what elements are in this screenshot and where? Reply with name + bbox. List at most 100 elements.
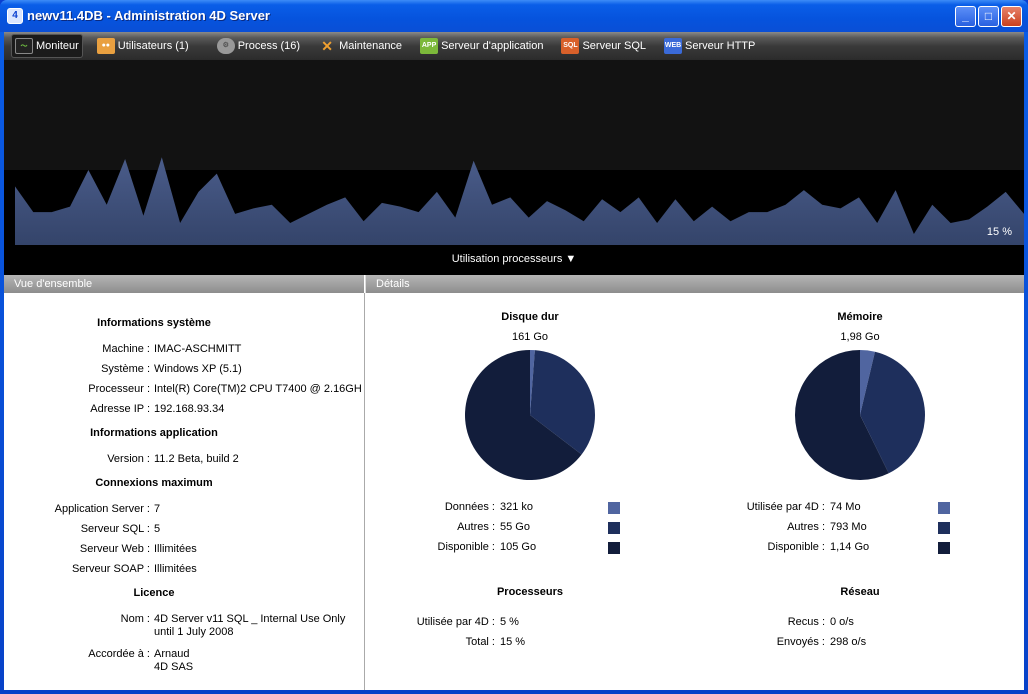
tab-label: Maintenance bbox=[339, 40, 403, 52]
pie-slice bbox=[530, 350, 595, 455]
cpu-graph: 15 % Utilisation processeurs ▼ bbox=[4, 60, 1024, 275]
info-label: Serveur Web : bbox=[79, 543, 150, 555]
info-label: Version : bbox=[107, 453, 150, 465]
http-server-icon: WEB bbox=[664, 38, 683, 55]
tab-label: Serveur SQL bbox=[582, 40, 647, 52]
info-label: Nom : bbox=[120, 613, 150, 625]
maximize-button[interactable]: □ bbox=[978, 6, 999, 27]
info-label: Application Server : bbox=[54, 503, 150, 515]
tab-serveur-sql[interactable]: SQL Serveur SQL bbox=[557, 34, 650, 58]
stat-label: Total : bbox=[465, 636, 495, 648]
close-button[interactable]: ✕ bbox=[1001, 6, 1022, 27]
legend-label: Autres : bbox=[787, 521, 825, 533]
info-value: 4D Server v11 SQL _ Internal Use Only un… bbox=[154, 613, 346, 638]
memory-total: 1,98 Go bbox=[840, 331, 880, 343]
tools-icon: ✕ bbox=[321, 38, 333, 55]
pie-slice bbox=[860, 351, 925, 474]
legend-swatch bbox=[608, 522, 620, 534]
legend-value: 1,14 Go bbox=[830, 541, 870, 553]
pie-slice bbox=[794, 350, 889, 480]
toolbar: 〜 Moniteur ●● Utilisateurs (1) ⚙ Process (1… bbox=[4, 32, 1024, 60]
legend-swatch bbox=[608, 502, 620, 514]
tab-serveur-application[interactable]: APP Serveur d'application bbox=[416, 34, 547, 58]
info-value: 5 bbox=[154, 523, 161, 535]
legend-value: 793 Mo bbox=[830, 521, 867, 533]
tab-label: Serveur d'application bbox=[441, 40, 544, 52]
info-value: Windows XP (5.1) bbox=[154, 363, 242, 375]
gear-icon: ⚙ bbox=[216, 38, 235, 55]
stat-label: Utilisée par 4D : bbox=[416, 616, 495, 628]
info-label: Serveur SOAP : bbox=[71, 563, 150, 575]
connections-title: Connexions maximum bbox=[95, 477, 213, 489]
info-label: Processeur : bbox=[88, 383, 150, 395]
memory-pie-chart bbox=[794, 350, 925, 480]
info-label: Adresse IP : bbox=[90, 403, 150, 415]
info-value: 192.168.93.34 bbox=[154, 403, 225, 415]
info-label: Accordée à : bbox=[88, 648, 150, 660]
legend-swatch bbox=[608, 542, 620, 554]
app-icon: 4 bbox=[7, 8, 23, 24]
legend-swatch bbox=[938, 522, 950, 534]
network-title: Réseau bbox=[840, 586, 880, 598]
stat-label: Envoyés : bbox=[776, 636, 825, 648]
overview-header: Vue d'ensemble bbox=[4, 275, 364, 293]
pie-slice bbox=[465, 350, 582, 480]
info-value: Arnaud 4D SAS bbox=[154, 648, 194, 673]
pie-slice bbox=[860, 350, 875, 415]
window-title: newv11.4DB - Administration 4D Server bbox=[27, 8, 270, 23]
cpu-title: Processeurs bbox=[496, 586, 564, 598]
tab-label: Moniteur bbox=[36, 40, 79, 52]
info-label: Système : bbox=[101, 363, 150, 375]
licence-title: Licence bbox=[133, 587, 175, 599]
info-label: Serveur SQL : bbox=[80, 523, 150, 535]
application-title: Informations application bbox=[90, 427, 218, 439]
info-label: Machine : bbox=[102, 343, 150, 355]
tab-serveur-http[interactable]: WEB Serveur HTTP bbox=[660, 34, 759, 58]
stat-value: 0 o/s bbox=[830, 616, 854, 628]
pie-slice bbox=[530, 350, 535, 415]
legend-label: Disponible : bbox=[767, 541, 825, 553]
legend-label: Données : bbox=[444, 501, 495, 513]
legend-value: 105 Go bbox=[500, 541, 537, 553]
app-server-icon: APP bbox=[420, 38, 439, 55]
details-panel: Disque dur 161 Go Données : 321 ko Autres : 5… bbox=[365, 293, 1024, 690]
legend-label: Utilisée par 4D : bbox=[746, 501, 825, 513]
overview-panel: Informations système Machine : IMAC-ASCHMI… bbox=[4, 293, 365, 690]
info-value: 11.2 Beta, build 2 bbox=[154, 453, 239, 465]
info-value: Intel(R) Core(TM)2 CPU T7400 @ 2.16GH bbox=[154, 383, 362, 395]
minimize-button[interactable]: _ bbox=[955, 6, 976, 27]
disk-pie-chart bbox=[465, 350, 595, 480]
system-title: Informations système bbox=[97, 317, 211, 329]
legend-value: 74 Mo bbox=[830, 501, 861, 513]
title-bar[interactable]: 4 newv11.4DB - Administration 4D Server … bbox=[0, 0, 1028, 32]
stat-value: 15 % bbox=[500, 636, 526, 648]
disk-total: 161 Go bbox=[511, 331, 549, 343]
tab-label: Utilisateurs (1) bbox=[117, 40, 189, 52]
tab-label: Serveur HTTP bbox=[685, 40, 756, 52]
legend-label: Autres : bbox=[457, 521, 495, 533]
client-area: 〜 Moniteur ●● Utilisateurs (1) ⚙ Process (1… bbox=[4, 32, 1024, 690]
legend-swatch bbox=[938, 542, 950, 554]
tab-maintenance[interactable]: ✕ Maintenance bbox=[314, 34, 406, 58]
tab-process[interactable]: ⚙ Process (16) bbox=[213, 34, 304, 58]
memory-title: Mémoire bbox=[837, 311, 883, 323]
info-value: IMAC-ASCHMITT bbox=[154, 343, 242, 355]
legend-value: 55 Go bbox=[500, 521, 530, 533]
stat-value: 5 % bbox=[500, 616, 519, 628]
graph-selector-dropdown[interactable]: Utilisation processeurs ▼ bbox=[451, 253, 577, 265]
cpu-current-value: 15 % bbox=[986, 226, 1012, 238]
info-value: 7 bbox=[154, 503, 161, 515]
monitor-icon: 〜 bbox=[15, 38, 33, 55]
sql-server-icon: SQL bbox=[561, 38, 580, 55]
cpu-area-chart bbox=[4, 60, 1024, 245]
stat-label: Recus : bbox=[787, 616, 825, 628]
tab-utilisateurs[interactable]: ●● Utilisateurs (1) bbox=[93, 34, 193, 58]
tab-label: Process (16) bbox=[237, 40, 301, 52]
disk-title: Disque dur bbox=[501, 311, 559, 323]
info-value: Illimitées bbox=[154, 543, 197, 555]
tab-moniteur[interactable]: 〜 Moniteur bbox=[11, 34, 83, 58]
legend-label: Disponible : bbox=[437, 541, 495, 553]
legend-value: 321 ko bbox=[500, 501, 534, 513]
users-icon: ●● bbox=[96, 38, 115, 55]
stat-value: 298 o/s bbox=[830, 636, 867, 648]
